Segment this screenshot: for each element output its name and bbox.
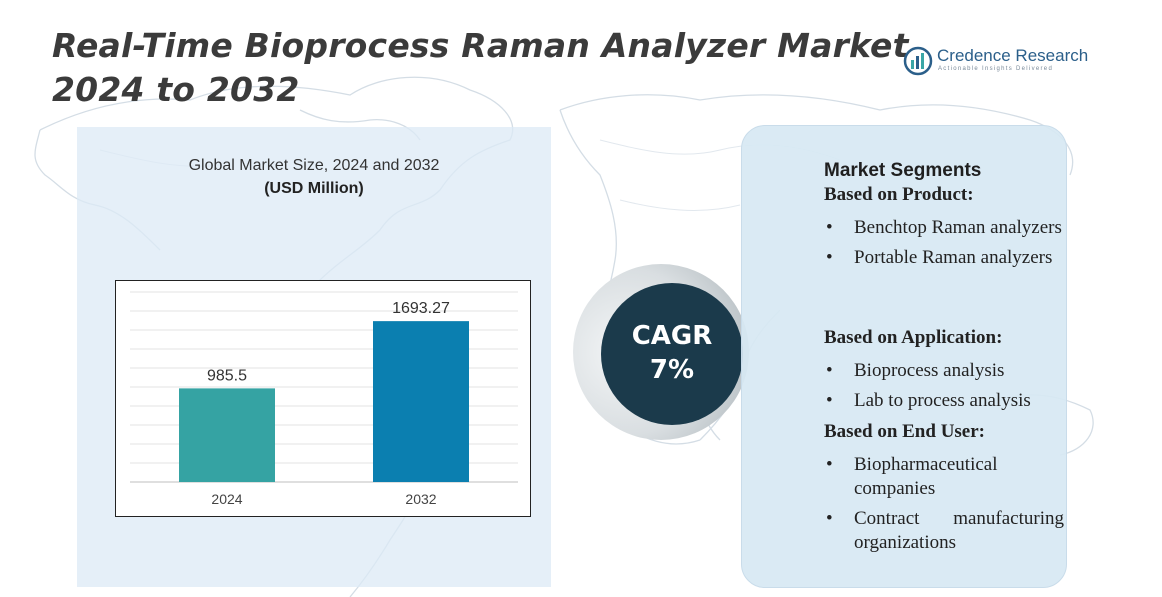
segment-item-label: Contract manufacturing organizations bbox=[854, 508, 1064, 553]
credence-research-logo: Credence Research Actionable Insights De… bbox=[903, 44, 1093, 78]
segment-group-application: Based on Application: • Bioprocess analys… bbox=[824, 327, 1064, 419]
bar-2024 bbox=[179, 388, 275, 482]
cagr-value: 7% bbox=[649, 355, 695, 385]
logo-name: Credence Research bbox=[937, 46, 1089, 65]
bar-value-label: 1693.27 bbox=[392, 300, 450, 317]
bullet-icon: • bbox=[826, 360, 833, 381]
segment-item: • Portable Raman analyzers bbox=[824, 246, 1064, 270]
segment-item-label: Biopharmaceutical companies bbox=[854, 454, 998, 499]
chart-title: Global Market Size, 2024 and 2032 bbox=[188, 157, 440, 174]
bullet-icon: • bbox=[826, 217, 833, 238]
page-title: Real-Time Bioprocess Raman Analyzer Mark… bbox=[52, 24, 909, 112]
segment-item: • Lab to process analysis bbox=[824, 389, 1064, 413]
segment-group-product: Based on Product: • Benchtop Raman analyz… bbox=[824, 184, 1064, 276]
segment-item: • Benchtop Raman analyzers bbox=[824, 216, 1064, 240]
segment-item-label: Benchtop Raman analyzers bbox=[854, 217, 1062, 238]
bullet-icon: • bbox=[826, 454, 833, 475]
market-segments-box: Market Segments Based on Product: • Bench… bbox=[741, 125, 1067, 588]
bar-2032 bbox=[373, 321, 469, 482]
chart-unit-label: (USD Million) bbox=[264, 180, 364, 197]
title-line-1: Real-Time Bioprocess Raman Analyzer Mark… bbox=[52, 26, 909, 65]
segment-item: • Bioprocess analysis bbox=[824, 359, 1064, 383]
segment-item-label: Bioprocess analysis bbox=[854, 360, 1005, 381]
segment-group-end-user: Based on End User: • Biopharmaceutical co… bbox=[824, 421, 1064, 561]
segment-group-title: Based on Product: bbox=[824, 184, 974, 205]
segment-item: • Contract manufacturing organizations bbox=[824, 507, 1064, 555]
bar-value-label: 985.5 bbox=[207, 367, 247, 384]
bullet-icon: • bbox=[826, 390, 833, 411]
segment-group-title: Based on Application: bbox=[824, 327, 1003, 348]
logo-mark-icon bbox=[903, 46, 933, 76]
logo-tagline: Actionable Insights Delivered bbox=[938, 66, 1054, 72]
segment-item: • Biopharmaceutical companies bbox=[824, 453, 1064, 501]
cagr-badge: CAGR 7% bbox=[601, 283, 743, 425]
segments-heading: Market Segments bbox=[824, 160, 982, 181]
segment-item-label: Lab to process analysis bbox=[854, 390, 1031, 411]
bullet-icon: • bbox=[826, 508, 833, 529]
segment-group-title: Based on End User: bbox=[824, 421, 985, 442]
cagr-label: CAGR bbox=[631, 321, 713, 351]
bar-chart: 985.5 1693.27 2024 2032 bbox=[115, 280, 531, 517]
x-tick-label: 2032 bbox=[405, 491, 436, 507]
chart-panel: Global Market Size, 2024 and 2032 (USD M… bbox=[77, 127, 551, 587]
bullet-icon: • bbox=[826, 247, 833, 268]
title-line-2: 2024 to 2032 bbox=[52, 70, 300, 109]
x-tick-label: 2024 bbox=[211, 491, 242, 507]
segment-item-label: Portable Raman analyzers bbox=[854, 247, 1053, 268]
